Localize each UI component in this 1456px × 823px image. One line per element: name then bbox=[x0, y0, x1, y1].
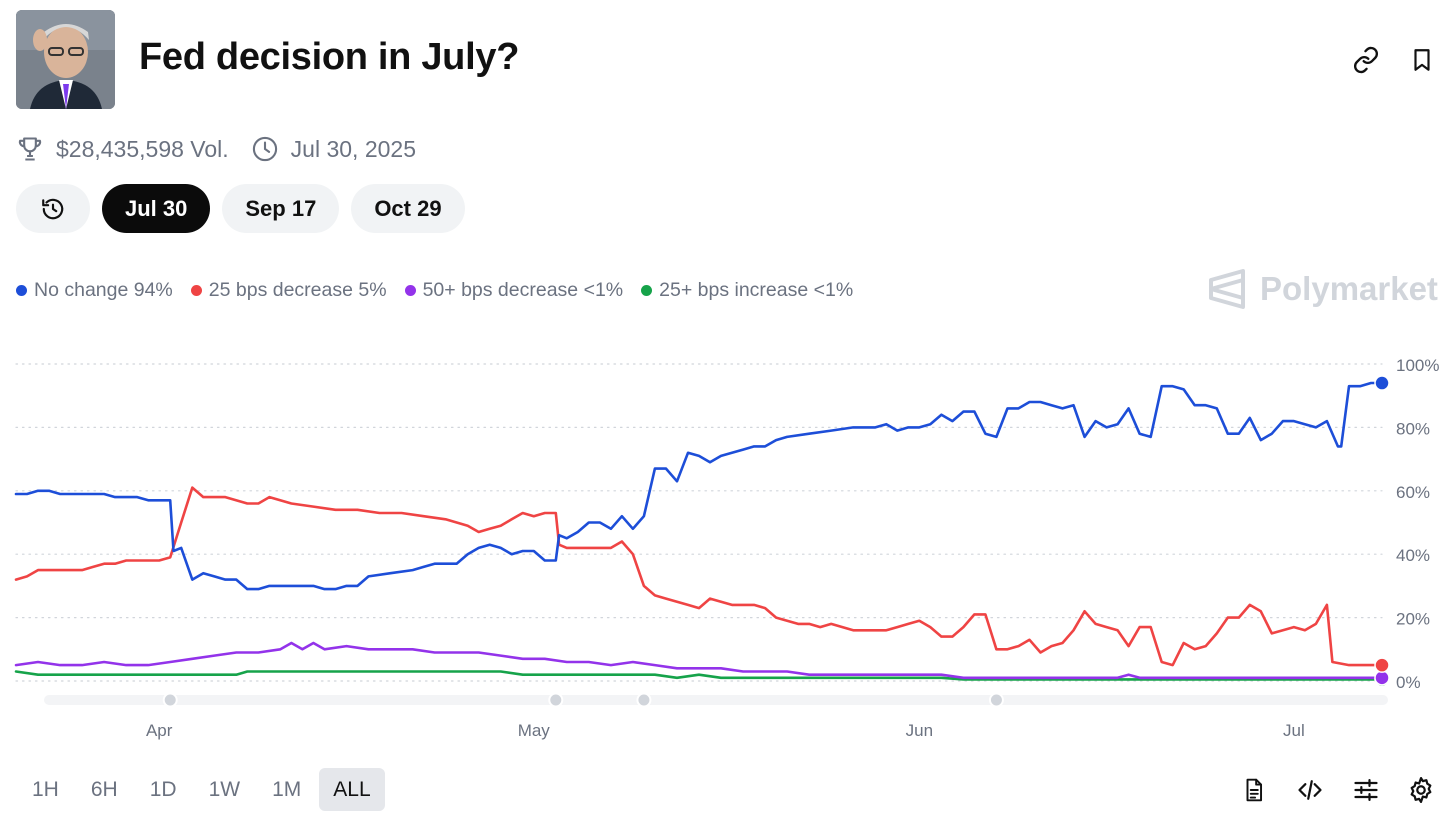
range-1w-button[interactable]: 1W bbox=[208, 777, 241, 801]
tab-jul-30[interactable]: Jul 30 bbox=[102, 184, 211, 233]
page-title: Fed decision in July? bbox=[139, 36, 520, 78]
y-axis: 0% 20% 40% 60% 80% 100% bbox=[1396, 356, 1439, 692]
x-tick-label: Jul bbox=[1283, 721, 1305, 740]
chart-options-button[interactable] bbox=[1350, 774, 1382, 806]
time-scrubber[interactable] bbox=[44, 692, 1388, 708]
legend-dot bbox=[16, 284, 27, 296]
y-tick-label: 60% bbox=[1396, 483, 1430, 502]
event-marker[interactable] bbox=[636, 692, 652, 708]
polymarket-logo-icon bbox=[1209, 269, 1245, 309]
y-tick-label: 100% bbox=[1396, 356, 1439, 375]
legend-label: 25 bps decrease 5% bbox=[208, 278, 387, 301]
volume-text: $28,435,598 Vol. bbox=[56, 135, 229, 162]
series-line-no-change bbox=[14, 381, 1384, 591]
document-icon bbox=[1246, 778, 1263, 802]
tab-sep-17[interactable]: Sep 17 bbox=[222, 184, 340, 233]
series-endpoint bbox=[1374, 670, 1390, 686]
portrait-image bbox=[16, 10, 115, 109]
legend-label: 25+ bps increase <1% bbox=[659, 278, 854, 301]
series-line-50-bps-decrease bbox=[14, 641, 1384, 680]
gear-icon bbox=[1410, 776, 1432, 804]
range-1m-button[interactable]: 1M bbox=[272, 777, 302, 801]
range-1h-button[interactable]: 1H bbox=[32, 777, 59, 801]
x-tick-label: May bbox=[518, 721, 551, 740]
event-marker[interactable] bbox=[988, 692, 1004, 708]
legend-item-no-change: No change 94% bbox=[16, 279, 173, 302]
legend-item-50bps-decrease: 50+ bps decrease <1% bbox=[404, 278, 624, 302]
copy-link-button[interactable] bbox=[1350, 44, 1382, 76]
link-icon bbox=[1354, 46, 1378, 74]
price-chart[interactable]: 0% 20% 40% 60% 80% 100% Apr May Jun Jul bbox=[0, 340, 1456, 750]
legend-dot bbox=[641, 284, 653, 296]
time-range-selector: 1H 6H 1D 1W 1M ALL bbox=[18, 768, 389, 811]
sliders-icon bbox=[1354, 778, 1378, 802]
range-1d-button[interactable]: 1D bbox=[149, 777, 177, 801]
legend-dot bbox=[190, 284, 202, 296]
tab-oct-29[interactable]: Oct 29 bbox=[351, 184, 465, 233]
market-meta: $28,435,598 Vol. Jul 30, 2025 bbox=[16, 132, 438, 166]
volume-stat: $28,435,598 Vol. bbox=[16, 135, 229, 163]
event-marker[interactable] bbox=[162, 692, 178, 708]
series-endpoint bbox=[1374, 657, 1390, 673]
series-endpoint bbox=[1374, 375, 1390, 391]
end-date-text: Jul 30, 2025 bbox=[290, 135, 416, 162]
series-line-25-bps-increase bbox=[14, 670, 1384, 681]
rules-button[interactable] bbox=[1238, 774, 1270, 806]
end-date-stat: Jul 30, 2025 bbox=[251, 135, 416, 163]
y-tick-label: 20% bbox=[1396, 610, 1430, 629]
range-all-button[interactable]: ALL bbox=[319, 768, 385, 811]
bookmark-button[interactable] bbox=[1406, 44, 1438, 76]
y-tick-label: 0% bbox=[1396, 673, 1421, 692]
series-line-25-bps-decrease bbox=[14, 486, 1384, 667]
x-axis: Apr May Jun Jul bbox=[146, 721, 1305, 740]
trophy-icon bbox=[16, 135, 44, 163]
scrubber-track[interactable] bbox=[44, 695, 1388, 705]
x-tick-label: Jun bbox=[906, 721, 933, 740]
market-header: Fed decision in July? bbox=[16, 10, 1440, 110]
history-icon bbox=[42, 198, 64, 219]
chart-legend: No change 94% 25 bps decrease 5% 50+ bps… bbox=[16, 276, 871, 304]
embed-button[interactable] bbox=[1294, 774, 1326, 806]
legend-label: 50+ bps decrease <1% bbox=[422, 278, 624, 301]
history-button[interactable] bbox=[16, 184, 90, 233]
y-tick-label: 80% bbox=[1396, 419, 1430, 438]
legend-label: No change 94% bbox=[34, 278, 173, 301]
polymarket-watermark: Polymarket bbox=[1208, 266, 1438, 312]
code-icon bbox=[1298, 780, 1322, 800]
watermark-text: Polymarket bbox=[1260, 270, 1438, 307]
y-tick-label: 40% bbox=[1396, 546, 1430, 565]
bookmark-icon bbox=[1414, 49, 1430, 71]
legend-item-25bps-decrease: 25 bps decrease 5% bbox=[190, 278, 387, 302]
avatar bbox=[16, 10, 115, 109]
range-6h-button[interactable]: 6H bbox=[90, 777, 118, 801]
event-marker[interactable] bbox=[548, 692, 564, 708]
date-tabs: Jul 30 Sep 17 Oct 29 bbox=[16, 184, 477, 233]
clock-icon bbox=[251, 135, 279, 163]
grid-lines bbox=[15, 363, 1383, 682]
legend-dot bbox=[404, 284, 416, 296]
legend-item-25bps-increase: 25+ bps increase <1% bbox=[641, 279, 853, 302]
settings-button[interactable] bbox=[1405, 774, 1437, 806]
x-tick-label: Apr bbox=[146, 721, 173, 740]
series-lines bbox=[14, 375, 1390, 688]
